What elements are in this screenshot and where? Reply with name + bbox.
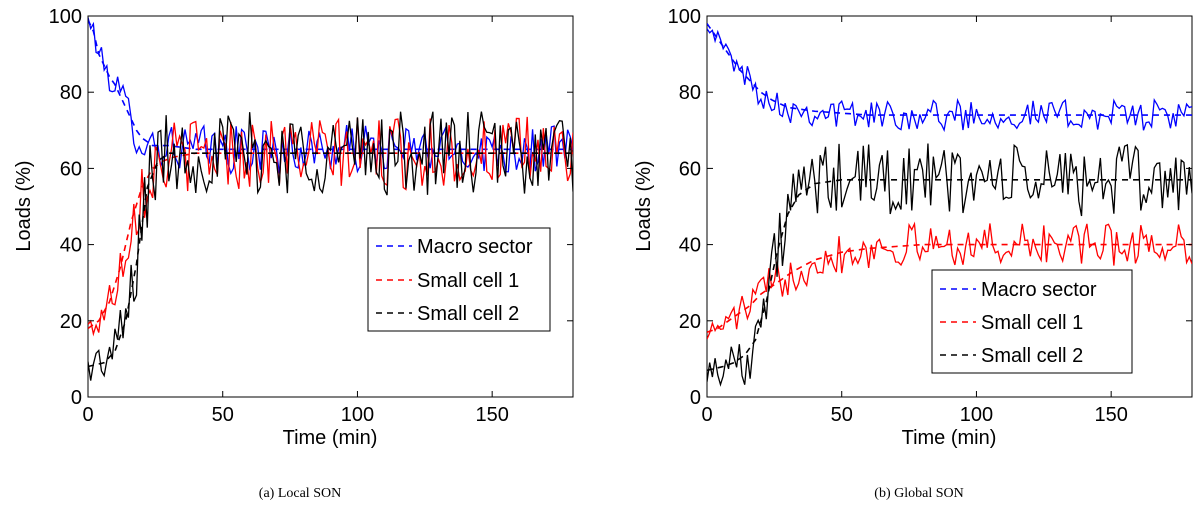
x-axis-label-a: Time (min) (283, 427, 378, 449)
y-axis-label-a: Loads (%) (13, 160, 35, 251)
y-tick-label: 0 (690, 387, 701, 409)
y-tick-label: 60 (679, 158, 701, 180)
plot-area-b (707, 23, 1192, 387)
legend-b: Macro sector Small cell 1 Small cell 2 (931, 269, 1133, 374)
legend-label-small1-a: Small cell 1 (417, 270, 519, 292)
caption-a: (a) Local SON (259, 486, 341, 501)
series-trend-macro-b (707, 23, 1192, 116)
series-line-macro-b (707, 28, 1192, 133)
legend-label-small2-a: Small cell 2 (417, 303, 519, 325)
y-tick-label: 80 (679, 82, 701, 104)
y-tick-label: 60 (60, 158, 82, 180)
x-tick-label: 150 (1094, 404, 1127, 426)
series-trend-small2-b (707, 179, 1192, 372)
series-trend-small1-b (707, 243, 1192, 333)
y-tick-label: 100 (49, 6, 82, 28)
plot-area-a (88, 17, 573, 381)
legend-label-small2-b: Small cell 2 (981, 345, 1083, 367)
series-line-small1-a (88, 116, 573, 337)
y-tick-label: 20 (60, 311, 82, 333)
y-tick-label: 40 (679, 235, 701, 257)
axis-ticks-b: 0 50 100 150 0 20 40 60 80 100 (668, 6, 1192, 426)
series-line-small1-b (707, 221, 1192, 340)
plot-frame-b (706, 15, 1193, 398)
x-tick-label: 50 (212, 404, 234, 426)
series-line-macro-a (88, 17, 573, 176)
plot-frame-a (87, 15, 574, 398)
series-line-small2-b (707, 143, 1192, 387)
legend-label-macro-b: Macro sector (981, 279, 1097, 301)
x-tick-label: 0 (82, 404, 93, 426)
caption-b: (b) Global SON (874, 486, 963, 501)
x-tick-label: 100 (341, 404, 374, 426)
x-tick-label: 100 (960, 404, 993, 426)
x-axis-label-b: Time (min) (902, 427, 997, 449)
chart-panel-a: 0 50 100 150 0 20 40 60 80 100 Time (min) Loads (… (13, 6, 574, 501)
x-tick-label: 50 (831, 404, 853, 426)
legend-label-macro-a: Macro sector (417, 236, 533, 258)
y-axis-label-b: Loads (%) (633, 160, 655, 251)
x-tick-label: 150 (475, 404, 508, 426)
series-trend-small2-a (88, 152, 573, 368)
axis-ticks-a: 0 50 100 150 0 20 40 60 80 100 (49, 6, 573, 426)
legend-label-small1-b: Small cell 1 (981, 312, 1083, 334)
chart-panel-b: 0 50 100 150 0 20 40 60 80 100 Time (min) Loads (… (633, 6, 1193, 501)
y-tick-label: 80 (60, 82, 82, 104)
series-line-small2-a (88, 111, 573, 381)
x-tick-label: 0 (701, 404, 712, 426)
y-tick-label: 40 (60, 235, 82, 257)
plot-marks-a (88, 17, 573, 381)
y-tick-label: 20 (679, 311, 701, 333)
y-tick-label: 0 (71, 387, 82, 409)
legend-a: Macro sector Small cell 1 Small cell 2 (367, 227, 551, 332)
y-tick-label: 100 (668, 6, 701, 28)
plot-marks-b (707, 23, 1192, 387)
